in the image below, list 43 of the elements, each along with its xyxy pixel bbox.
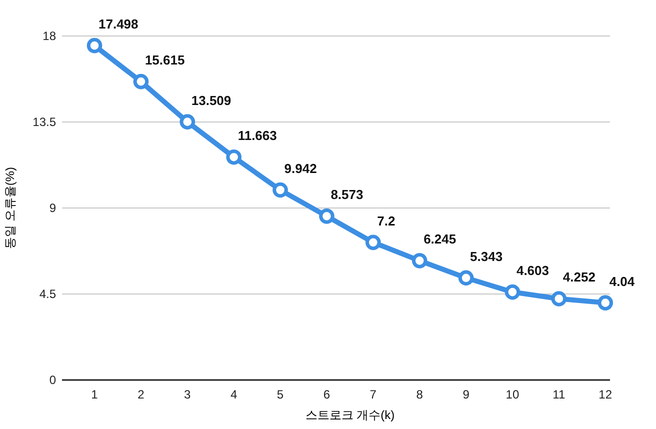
data-label: 13.509 [191, 92, 232, 108]
x-tick-label: 9 [462, 388, 470, 402]
point [551, 291, 567, 306]
x-tick-label: 6 [323, 388, 330, 402]
y-tick-label: 0 [49, 372, 56, 387]
point [412, 252, 428, 268]
data-label: 11.663 [238, 128, 277, 144]
data-label: 17.498 [98, 16, 138, 32]
x-tick-label: 4 [230, 388, 238, 402]
y-tick-label: 18 [42, 28, 56, 43]
x-tick-label: 7 [370, 388, 377, 402]
data-label: 6.245 [424, 232, 456, 247]
point [272, 182, 288, 198]
point [226, 149, 242, 165]
point [365, 234, 381, 250]
point [598, 295, 614, 310]
x-tick-label: 11 [552, 388, 566, 402]
x-tick-label: 3 [184, 388, 192, 402]
x-tick-label: 10 [506, 388, 520, 402]
x-tick-label: 12 [598, 388, 612, 402]
y-tick-label: 9 [49, 200, 56, 215]
data-label: 15.615 [144, 52, 185, 68]
data-label: 7.2 [377, 213, 396, 228]
data-label: 5.343 [470, 248, 503, 264]
data-label: 4.04 [609, 274, 636, 289]
x-tick-label: 5 [276, 388, 284, 402]
point [86, 38, 102, 54]
x-tick-label: 2 [138, 388, 145, 402]
data-label: 4.252 [562, 270, 596, 285]
x-axis-title: 스트로크 개수(k) [305, 408, 395, 422]
x-tick-label: 8 [416, 388, 424, 402]
y-tick-label: 4.5 [39, 286, 56, 301]
data-label: 8.573 [330, 187, 364, 202]
data-label: 9.942 [284, 160, 317, 176]
point [504, 284, 520, 300]
point [319, 208, 334, 224]
point [133, 74, 149, 90]
data-label: 4.603 [516, 263, 550, 278]
point [458, 270, 474, 286]
point [180, 114, 196, 130]
y-tick-label: 13.5 [32, 114, 56, 129]
y-axis-title: 동일 오류율(%) [3, 167, 17, 249]
x-tick-label: 1 [91, 388, 98, 402]
